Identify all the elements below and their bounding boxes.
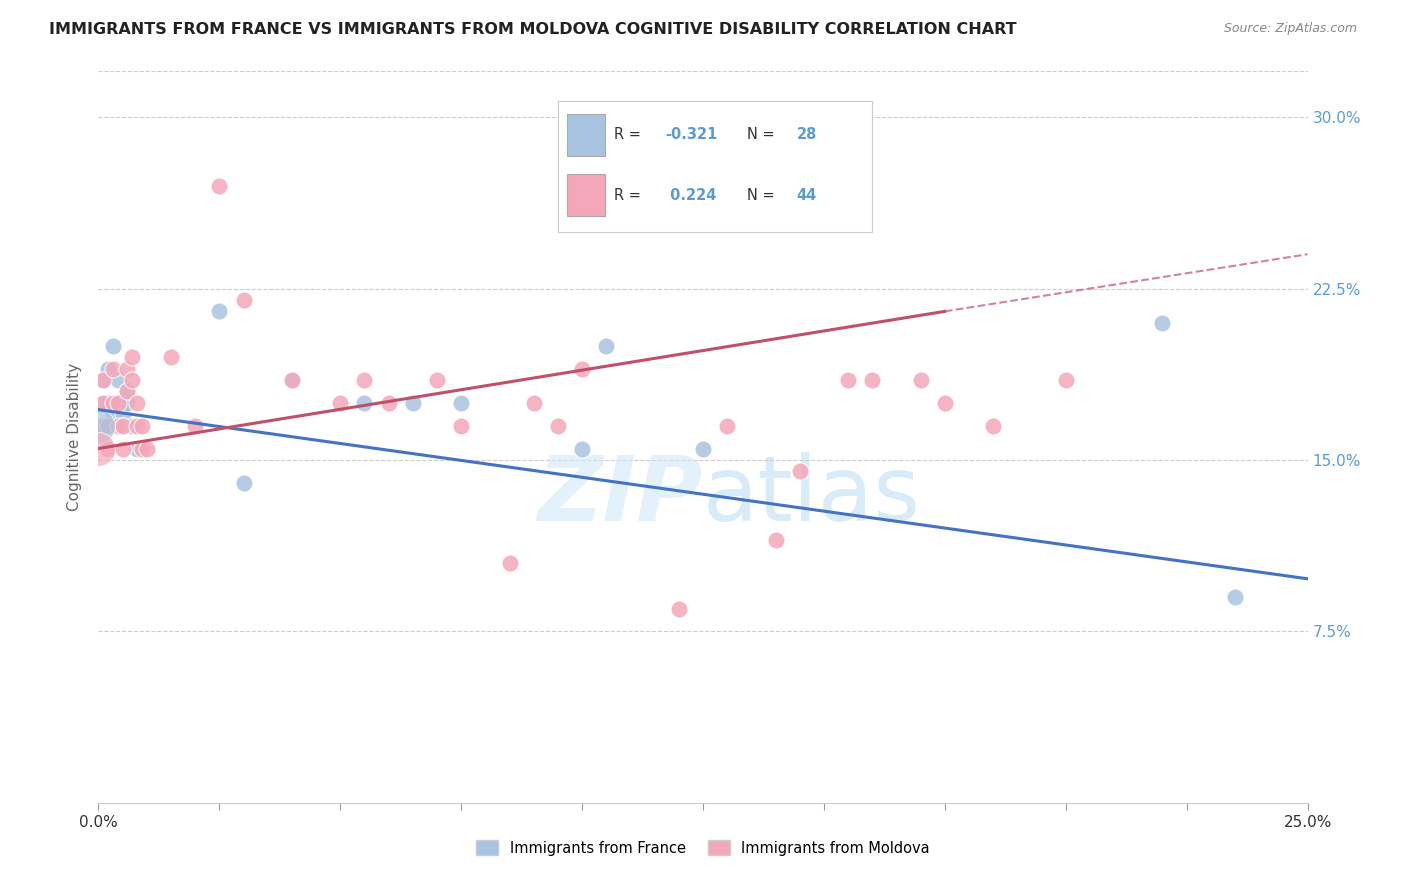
Point bbox=[1152, 316, 1174, 330]
Point bbox=[981, 418, 1004, 433]
Point bbox=[910, 373, 932, 387]
Point bbox=[450, 418, 472, 433]
Point bbox=[131, 418, 153, 433]
Point bbox=[101, 361, 124, 376]
Point bbox=[789, 464, 811, 478]
Point bbox=[111, 418, 134, 433]
Point bbox=[111, 396, 134, 410]
Point bbox=[97, 361, 120, 376]
Text: IMMIGRANTS FROM FRANCE VS IMMIGRANTS FROM MOLDOVA COGNITIVE DISABILITY CORRELATI: IMMIGRANTS FROM FRANCE VS IMMIGRANTS FRO… bbox=[49, 22, 1017, 37]
Point bbox=[91, 418, 114, 433]
Point bbox=[87, 418, 110, 433]
Point bbox=[498, 556, 520, 570]
Point bbox=[934, 396, 956, 410]
Point bbox=[208, 178, 231, 193]
Text: atlas: atlas bbox=[703, 451, 921, 540]
Point bbox=[692, 442, 714, 456]
Point bbox=[716, 418, 738, 433]
Point bbox=[101, 407, 124, 421]
Point bbox=[135, 442, 157, 456]
Point bbox=[117, 384, 139, 399]
Point bbox=[1223, 590, 1246, 604]
Legend: Immigrants from France, Immigrants from Moldova: Immigrants from France, Immigrants from … bbox=[471, 834, 935, 862]
Point bbox=[91, 396, 114, 410]
Point bbox=[91, 418, 114, 433]
Point bbox=[91, 373, 114, 387]
Point bbox=[281, 373, 304, 387]
Point bbox=[117, 396, 139, 410]
Point bbox=[232, 293, 254, 307]
Point bbox=[547, 418, 569, 433]
Point bbox=[232, 475, 254, 490]
Point bbox=[97, 396, 120, 410]
Point bbox=[117, 384, 139, 399]
Point bbox=[523, 396, 546, 410]
Point bbox=[107, 373, 129, 387]
Point bbox=[668, 601, 690, 615]
Point bbox=[184, 418, 207, 433]
Point bbox=[127, 442, 149, 456]
Point bbox=[111, 418, 134, 433]
Point bbox=[97, 418, 120, 433]
Point bbox=[329, 396, 352, 410]
Point bbox=[121, 373, 143, 387]
Point bbox=[101, 338, 124, 352]
Point bbox=[377, 396, 399, 410]
Point bbox=[571, 361, 593, 376]
Point bbox=[97, 418, 120, 433]
Y-axis label: Cognitive Disability: Cognitive Disability bbox=[67, 363, 83, 511]
Point bbox=[111, 442, 134, 456]
Point bbox=[281, 373, 304, 387]
Point bbox=[208, 304, 231, 318]
Text: ZIP: ZIP bbox=[537, 451, 703, 540]
Point bbox=[353, 396, 375, 410]
Point bbox=[121, 350, 143, 364]
Point bbox=[353, 373, 375, 387]
Point bbox=[107, 418, 129, 433]
Point bbox=[101, 396, 124, 410]
Point bbox=[160, 350, 183, 364]
Point bbox=[765, 533, 787, 547]
Point bbox=[131, 442, 153, 456]
Point bbox=[91, 373, 114, 387]
Point bbox=[91, 396, 114, 410]
Point bbox=[127, 418, 149, 433]
Point bbox=[450, 396, 472, 410]
Point bbox=[837, 373, 859, 387]
Point bbox=[111, 407, 134, 421]
Point bbox=[426, 373, 449, 387]
Point bbox=[1054, 373, 1077, 387]
Point bbox=[121, 418, 143, 433]
Point bbox=[571, 442, 593, 456]
Point bbox=[87, 442, 110, 456]
Text: Source: ZipAtlas.com: Source: ZipAtlas.com bbox=[1223, 22, 1357, 36]
Point bbox=[860, 373, 883, 387]
Point bbox=[107, 396, 129, 410]
Point bbox=[127, 396, 149, 410]
Point bbox=[97, 442, 120, 456]
Point bbox=[595, 338, 617, 352]
Point bbox=[117, 361, 139, 376]
Point bbox=[402, 396, 425, 410]
Point bbox=[107, 396, 129, 410]
